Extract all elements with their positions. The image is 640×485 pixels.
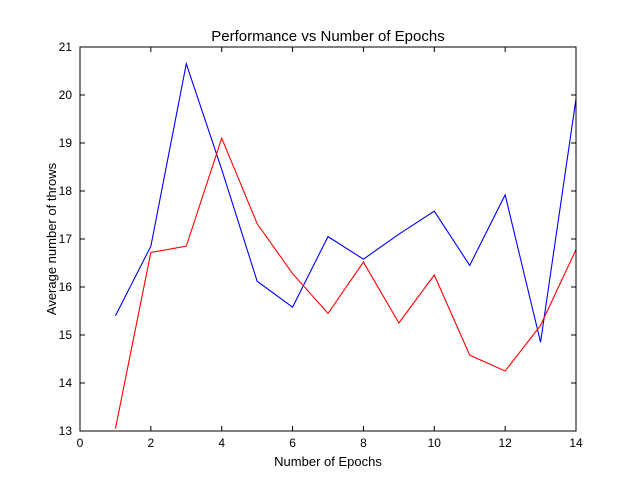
y-tick-label: 21	[59, 40, 73, 54]
x-tick-label: 10	[428, 436, 442, 450]
y-tick-label: 13	[59, 424, 73, 438]
ticks-layer: 0 2 4 6 8 10 12 14 13 14 15 16 17 18 19 20 21	[59, 40, 583, 450]
y-axis-title: Average number of throws	[44, 162, 59, 315]
x-tick-label: 6	[289, 436, 296, 450]
x-tick-label: 0	[77, 436, 84, 450]
y-tick-label: 14	[59, 376, 73, 390]
x-tick-label: 2	[148, 436, 155, 450]
chart-title: Performance vs Number of Epochs	[211, 28, 444, 45]
x-tick-label: 4	[218, 436, 225, 450]
x-tick-label: 14	[569, 436, 583, 450]
x-tick-label: 8	[360, 436, 367, 450]
y-tick-label: 19	[59, 136, 73, 150]
series-layer	[114, 61, 577, 429]
y-tick-label: 18	[59, 184, 73, 198]
series-line-2	[114, 136, 577, 429]
y-tick-label: 16	[59, 280, 73, 294]
series-line-1	[114, 61, 577, 343]
x-axis-title: Number of Epochs	[274, 454, 382, 469]
y-tick-label: 17	[59, 232, 73, 246]
y-tick-label: 15	[59, 328, 73, 342]
x-tick-label: 12	[498, 436, 512, 450]
y-tick-label: 20	[59, 88, 73, 102]
